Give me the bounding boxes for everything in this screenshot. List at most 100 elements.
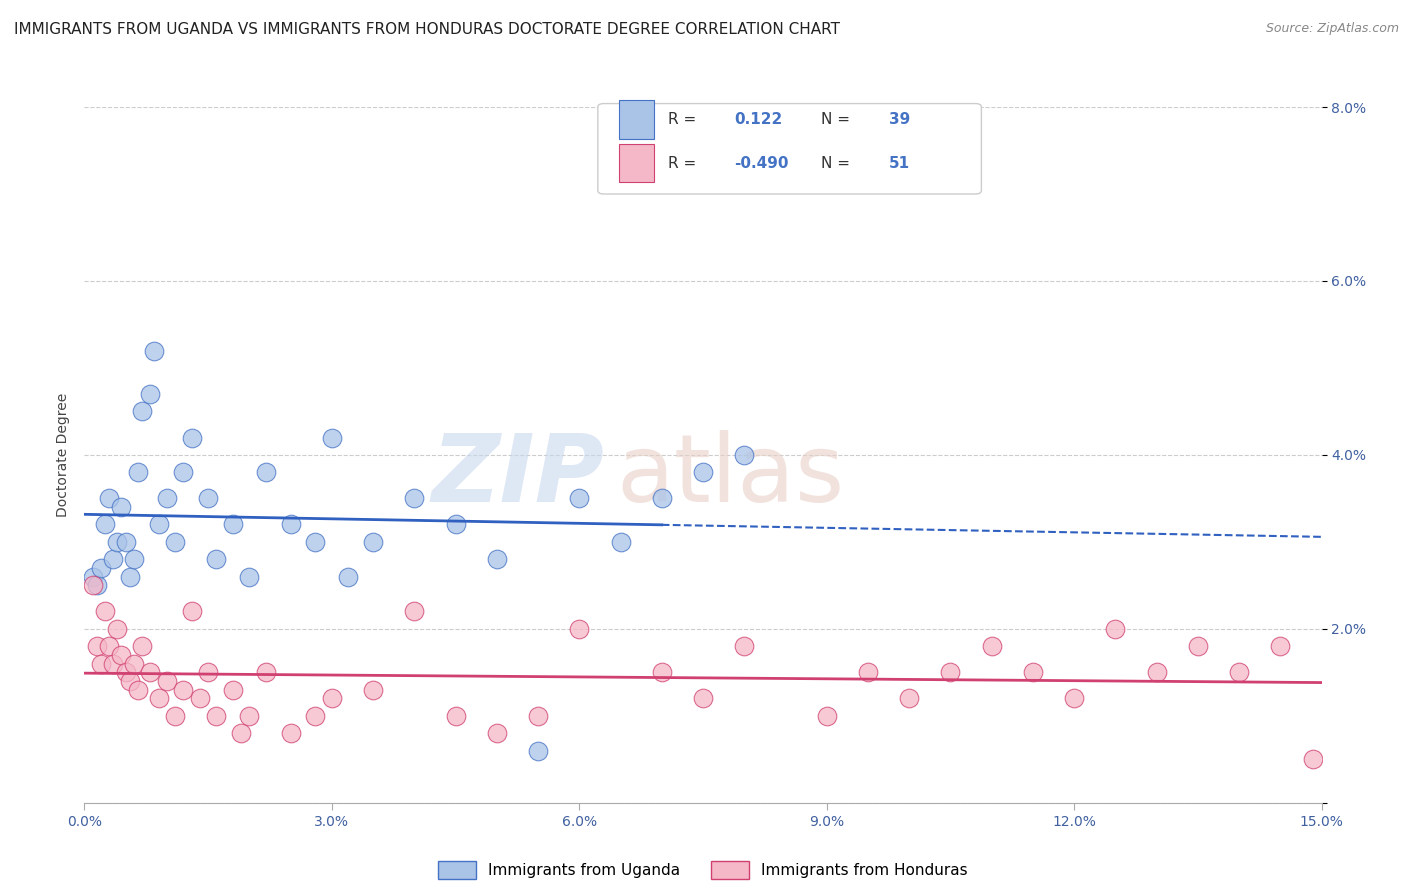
Point [444,517,467,532]
Point [94,605,117,619]
Point [444,708,467,723]
Point [122,552,145,566]
Text: -0.490: -0.490 [734,155,789,170]
Point [148,691,170,706]
Point [165,535,187,549]
Text: 51: 51 [889,155,910,170]
Point [98,639,121,653]
Point [568,622,591,636]
Point [156,491,179,506]
Point [280,517,302,532]
Y-axis label: Doctorate Degree: Doctorate Degree [56,392,70,517]
Point [980,639,1002,653]
Text: R =: R = [668,155,696,170]
Point [238,570,260,584]
Point [304,708,326,723]
Point [103,657,125,671]
Point [197,491,219,506]
FancyBboxPatch shape [619,101,654,139]
Point [172,466,194,480]
Point [404,605,426,619]
Point [222,682,245,697]
Point [105,535,128,549]
Point [165,708,187,723]
Point [180,605,202,619]
Point [361,682,384,697]
Point [485,726,508,740]
Point [90,561,112,575]
Point [527,744,550,758]
Text: IMMIGRANTS FROM UGANDA VS IMMIGRANTS FROM HONDURAS DOCTORATE DEGREE CORRELATION : IMMIGRANTS FROM UGANDA VS IMMIGRANTS FRO… [14,22,839,37]
Point [304,535,326,549]
Point [110,500,132,514]
Text: Source: ZipAtlas.com: Source: ZipAtlas.com [1265,22,1399,36]
Text: 0.122: 0.122 [734,112,782,128]
Point [114,535,136,549]
Point [692,691,714,706]
Point [692,466,714,480]
Point [156,674,179,689]
Point [127,682,149,697]
Point [205,708,228,723]
Point [114,665,136,680]
Text: N =: N = [821,155,849,170]
Point [139,665,162,680]
Text: 39: 39 [889,112,910,128]
Point [98,491,121,506]
Point [127,466,149,480]
Point [939,665,962,680]
Point [172,682,194,697]
FancyBboxPatch shape [598,103,981,194]
Point [609,535,631,549]
Point [321,431,343,445]
Text: atlas: atlas [616,430,845,522]
Point [148,517,170,532]
Text: ZIP: ZIP [432,430,605,522]
Point [280,726,302,740]
Point [1104,622,1126,636]
Point [197,665,219,680]
Point [485,552,508,566]
Point [105,622,128,636]
Point [86,578,108,592]
Point [143,343,166,358]
Point [651,665,673,680]
Point [815,708,838,723]
Point [898,691,921,706]
Text: R =: R = [668,112,696,128]
Point [229,726,252,740]
Point [82,578,104,592]
Point [337,570,360,584]
Point [118,674,141,689]
Point [118,570,141,584]
Point [238,708,260,723]
Point [90,657,112,671]
FancyBboxPatch shape [619,144,654,182]
Legend: Immigrants from Uganda, Immigrants from Honduras: Immigrants from Uganda, Immigrants from … [432,855,974,886]
Point [110,648,132,662]
Point [131,404,153,418]
Point [404,491,426,506]
Point [188,691,211,706]
Point [1146,665,1168,680]
Text: N =: N = [821,112,849,128]
Point [1302,752,1324,766]
Point [856,665,879,680]
Point [568,491,591,506]
Point [139,387,162,401]
Point [733,639,755,653]
Point [254,466,277,480]
Point [86,639,108,653]
Point [254,665,277,680]
Point [180,431,202,445]
Point [1187,639,1209,653]
Point [222,517,245,532]
Point [205,552,228,566]
Point [1063,691,1085,706]
Point [82,570,104,584]
Point [131,639,153,653]
Point [103,552,125,566]
Point [527,708,550,723]
Point [361,535,384,549]
Point [94,517,117,532]
